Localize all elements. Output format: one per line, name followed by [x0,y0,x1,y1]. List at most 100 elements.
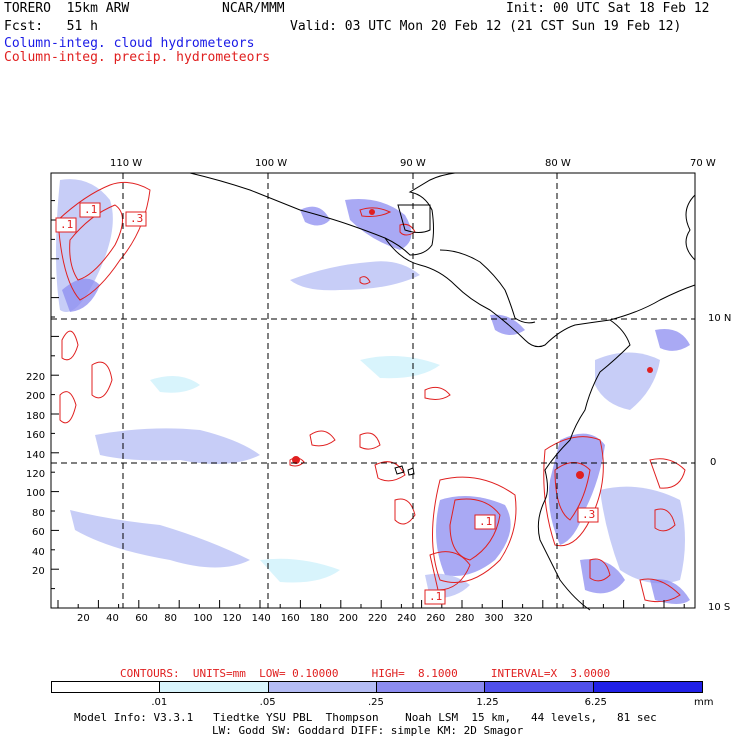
grid-x-tick-label: 220 [368,613,388,624]
colorbar-label: .25 [368,697,384,708]
precip-contour [654,508,676,532]
grid-y-tick-label: 40 [32,546,45,558]
colorbar-cell [377,682,486,692]
grid-y-tick-label: 80 [32,507,45,519]
grid-x-tick-label: 280 [455,613,475,624]
colorbar-cell [593,682,702,692]
cloud-area [70,510,250,568]
model-name: TORERO 15km ARW [4,1,130,16]
grid-y-tick-label: 20 [32,566,45,577]
coastlines [189,172,696,611]
cloud-area [548,433,605,545]
grid-y-tick-label: 120 [26,469,46,480]
grid-x-tick-label: 260 [426,613,446,624]
grid-x-tick-label: 100 [193,613,213,624]
precip-contour [309,430,336,447]
grid-y-tick-label: 100 [26,488,46,500]
coastline-gulf [397,204,431,233]
contour-label: .1 [84,203,98,216]
colorbar-cell [160,682,269,692]
precip-contour [61,330,79,361]
colorbar [51,681,703,693]
precip-contours [57,181,686,603]
model-info: Model Info: V3.3.1 Tiedtke YSU PBL Thomp… [74,711,657,724]
cloud-area [650,579,690,604]
contour-label-box [474,514,496,530]
grid-x-tick-label: 320 [513,613,533,624]
physics-info: LW: Godd SW: Goddard DIFF: simple KM: 2D… [212,724,524,737]
grid-y-tick-label: 200 [26,391,46,403]
cloud-area [260,558,340,583]
frame-ticks [51,200,685,609]
island [407,467,415,476]
islands [394,465,415,476]
init-time: Init: 00 UTC Sat 18 Feb 12 [506,1,710,16]
org-label: NCAR/MMM [222,1,285,16]
forecast-hour: Fcst: 51 h [4,19,98,34]
grid-y-tick-label: 180 [26,410,46,422]
precip-contour [91,361,113,399]
grid-x-tick-label: 240 [397,613,417,624]
precip-contour [59,391,77,424]
grid-y-tick-label: 60 [32,527,45,539]
cloud-area [600,486,685,584]
contour-label: .3 [582,508,596,521]
coastline-south-america-west [537,319,631,611]
cloud-area [290,261,420,291]
precip-maxima [292,209,653,479]
precip-contour [639,578,681,603]
precip-contour [359,276,371,285]
precip-contour [449,498,501,561]
contour-label-box [125,211,147,227]
grid-x-tick-label: 80 [164,613,178,624]
field-label-precip: Column-integ. precip. hydrometeors [4,50,271,65]
grid-x-tick-label: 180 [309,613,329,624]
lat-label: 10 N [708,313,732,324]
colorbar-unit: mm [694,697,714,708]
precip-max [292,456,300,464]
cloud-area [655,329,690,351]
contour-label-boxes [55,202,599,605]
latlon-grid [51,173,695,608]
cloud-area [436,496,511,576]
grid-x-tick-label: 160 [280,613,300,624]
grid-x-tick-label: 120 [222,613,242,624]
lat-label: 0 [710,457,717,468]
lon-label: 100 W [255,158,288,169]
contour-label-box [577,507,599,523]
contour-label-box [55,217,77,233]
contour-label: .1 [429,590,443,603]
precip-max [647,367,653,373]
field-label-cloud: Column-integ. cloud hydrometeors [4,36,255,51]
colorbar-label: .05 [259,697,276,708]
colorbar-cell [268,682,377,692]
lon-label: 80 W [545,158,571,169]
lon-label: 90 W [400,158,426,169]
colorbar-label: .01 [151,697,168,708]
coastline-mexico [189,172,456,256]
valid-time: Valid: 03 UTC Mon 20 Feb 12 (21 CST Sun … [290,19,682,34]
cloud-area [595,352,660,410]
precip-contour [589,558,611,582]
island [394,465,405,475]
cloud-area [345,199,412,250]
map-frame [50,172,696,609]
cloud-area [360,356,440,379]
lat-label: 10 S [708,602,731,613]
grid-x-tick-label: 60 [135,613,148,624]
coastline-venezuela [609,194,696,321]
contour-label-box [79,202,101,218]
contour-label: .1 [60,218,74,231]
cloud-area [300,206,330,226]
cloud-shading-light [150,356,440,583]
grid-x-tick-label: 200 [338,613,358,624]
precip-contour [649,458,686,489]
contour-label: .1 [479,515,493,528]
contour-label-box [424,589,446,605]
precip-contour [432,476,517,583]
grid-x-tick-label: 300 [484,613,504,624]
colorbar-label: 1.25 [476,697,499,708]
lon-label: 110 W [110,158,143,169]
precip-contour [429,551,471,591]
